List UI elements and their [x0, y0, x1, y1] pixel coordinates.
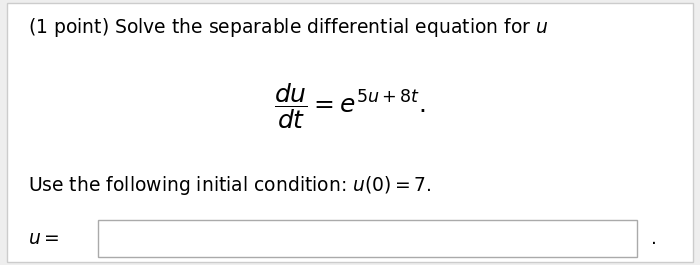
Text: $\dfrac{du}{dt} = e^{5u+8t}.$: $\dfrac{du}{dt} = e^{5u+8t}.$ [274, 81, 426, 131]
Text: .: . [651, 229, 657, 248]
FancyBboxPatch shape [98, 220, 637, 257]
Text: Use the following initial condition: $u(0) = 7.$: Use the following initial condition: $u(… [28, 174, 432, 197]
Text: $u =$: $u =$ [28, 229, 60, 248]
FancyBboxPatch shape [7, 3, 693, 262]
Text: (1 point) Solve the separable differential equation for $u$: (1 point) Solve the separable differenti… [28, 16, 548, 39]
